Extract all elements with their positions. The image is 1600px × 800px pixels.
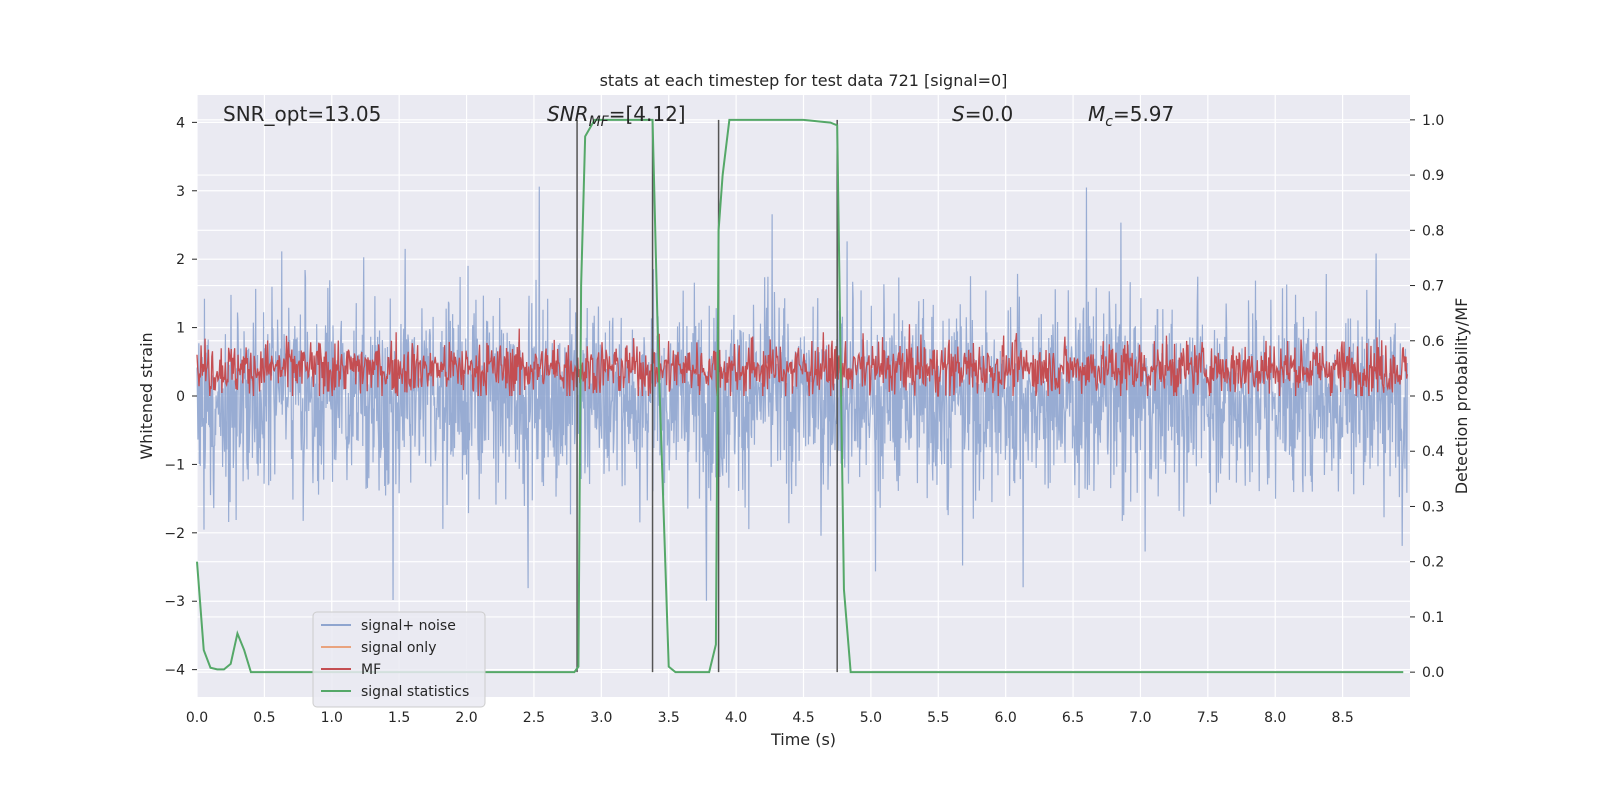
- y2-tick-label: 0.2: [1422, 555, 1444, 571]
- series-signal-statistics: [196, 118, 1404, 674]
- vertical-markers: [576, 119, 838, 673]
- legend-label: signal statistics: [361, 684, 469, 700]
- chart-title: stats at each timestep for test data 721…: [600, 71, 1008, 90]
- x-tick-label: 8.0: [1264, 710, 1286, 726]
- y2-tick-label: 0.3: [1422, 499, 1444, 515]
- y2-tick-label: 0.0: [1422, 665, 1444, 681]
- legend-label: signal+ noise: [361, 618, 456, 634]
- x-tick-label: 5.5: [927, 710, 949, 726]
- y-tick-label: 3: [176, 184, 185, 200]
- x-axis-ticks: 0.0 0.5 1.0 1.5 2.0 2.5 3.0 3.5 4.0 4.5 5.0 5.5 6.0 6…: [186, 710, 1354, 726]
- legend: signal+ noise signal only MF signal statist…: [312, 611, 486, 708]
- x-tick-label: 7.5: [1197, 710, 1219, 726]
- noise-line: [196, 186, 1408, 601]
- x-tick-label: 0.5: [253, 710, 275, 726]
- annotation-snr-mf-main: SNR: [547, 102, 589, 126]
- annotation-snr-mf-value: =[4.12]: [609, 102, 686, 126]
- x-axis-label: Time (s): [770, 730, 836, 749]
- x-tick-label: 3.0: [590, 710, 612, 726]
- x-tick-label: 4.0: [725, 710, 747, 726]
- x-tick-label: 1.5: [388, 710, 410, 726]
- y2-axis-ticks: 1.0 0.9 0.8 0.7 0.6 0.5 0.4 0.3 0.2 0.1 0.0: [1410, 113, 1444, 681]
- annotations: SNR_opt=13.05 SNRMF=[4.12] S=0.0 Mc=5.97: [223, 102, 1174, 130]
- annotation-s-value: =0.0: [965, 102, 1014, 126]
- annotation-mc-var: M: [1088, 102, 1105, 126]
- y-axis-ticks: 4 3 2 1 0 −1 −2 −3 −4: [164, 115, 197, 679]
- x-tick-label: 4.5: [792, 710, 814, 726]
- x-tick-label: 8.5: [1331, 710, 1353, 726]
- x-tick-label: 2.0: [455, 710, 477, 726]
- y-tick-label: −2: [164, 526, 185, 542]
- y-tick-label: 1: [176, 321, 185, 337]
- annotation-mc-sub: c: [1105, 114, 1113, 130]
- y2-tick-label: 0.6: [1422, 334, 1444, 350]
- y-tick-label: 0: [176, 389, 185, 405]
- y2-tick-label: 0.7: [1422, 279, 1444, 295]
- annotation-s-var: S: [952, 102, 965, 126]
- y2-tick-label: 0.9: [1422, 168, 1444, 184]
- x-tick-label: 6.0: [995, 710, 1017, 726]
- y2-axis-label: Detection probability/MF: [1452, 298, 1471, 495]
- x-tick-label: 2.5: [523, 710, 545, 726]
- legend-label: MF: [361, 662, 381, 678]
- x-tick-label: 6.5: [1062, 710, 1084, 726]
- annotation-mc-value: =5.97: [1113, 102, 1174, 126]
- annotation-snr-mf-sub: MF: [589, 114, 610, 130]
- x-tick-label: 7.0: [1129, 710, 1151, 726]
- series-mf: [196, 324, 1408, 397]
- y-axis-label: Whitened strain: [137, 332, 156, 459]
- y-tick-label: −1: [164, 457, 185, 473]
- x-tick-label: 5.0: [860, 710, 882, 726]
- y2-tick-label: 1.0: [1422, 113, 1444, 129]
- y2-tick-label: 0.8: [1422, 223, 1444, 239]
- annotation-s: S=0.0: [952, 102, 1013, 126]
- x-tick-label: 0.0: [186, 710, 208, 726]
- signal-statistics-line: [196, 118, 1404, 674]
- y2-tick-label: 0.4: [1422, 444, 1444, 460]
- y-tick-label: −3: [164, 594, 185, 610]
- annotation-snr-mf: SNRMF=[4.12]: [547, 102, 686, 130]
- y-tick-label: −4: [164, 663, 185, 679]
- y2-tick-label: 0.5: [1422, 389, 1444, 405]
- y2-tick-label: 0.1: [1422, 610, 1444, 626]
- mf-line: [196, 324, 1408, 397]
- y-tick-label: 2: [176, 252, 185, 268]
- legend-box: [312, 611, 486, 708]
- y-tick-label: 4: [176, 115, 185, 131]
- annotation-mc: Mc=5.97: [1088, 102, 1174, 130]
- series-signal-plus-noise: [196, 186, 1408, 601]
- x-tick-label: 3.5: [658, 710, 680, 726]
- annotation-snr-opt: SNR_opt=13.05: [223, 102, 381, 126]
- legend-label: signal only: [361, 640, 436, 656]
- x-tick-label: 1.0: [321, 710, 343, 726]
